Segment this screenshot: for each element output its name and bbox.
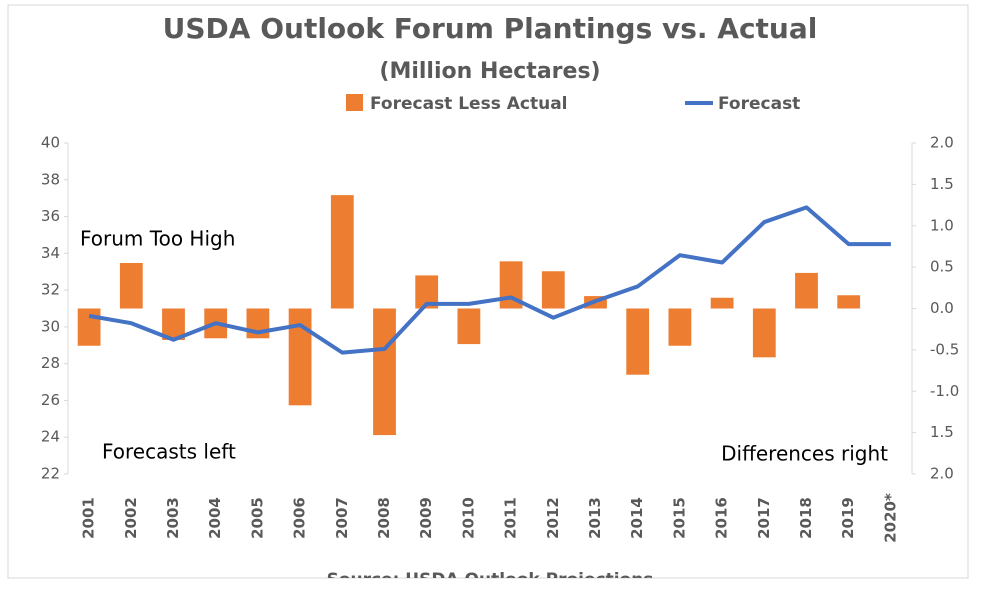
y2-tick-label: 0.5	[930, 258, 954, 276]
x-tick-label: 2005	[248, 497, 266, 539]
x-tick-label: 2020*	[881, 493, 899, 543]
x-tick-label: 2008	[375, 497, 393, 539]
x-tick-label: 2017	[755, 497, 773, 539]
bar	[373, 308, 396, 436]
y2-tick-label: 1.5	[930, 423, 954, 441]
y2-tick-label: 0.0	[930, 299, 954, 317]
y-tick-label: 30	[41, 317, 60, 335]
chart-title: USDA Outlook Forum Plantings vs. Actual	[163, 12, 818, 45]
bar	[795, 272, 818, 309]
bar	[668, 308, 692, 346]
y2-tick-label: 1.5	[930, 175, 954, 193]
y-tick-label: 40	[41, 134, 60, 152]
x-tick-label: 2019	[839, 497, 857, 539]
annotation: Differences right	[721, 442, 888, 466]
bar	[288, 308, 312, 406]
chart-subtitle: (Million Hectares)	[379, 59, 600, 84]
x-tick-label: 2012	[544, 497, 562, 539]
x-tick-label: 2003	[164, 497, 182, 539]
y2-tick-label: -0.5	[930, 340, 959, 358]
bar	[626, 308, 650, 375]
y-tick-label: 38	[41, 170, 60, 188]
y2-tick-label: 2.0	[930, 134, 954, 152]
bar	[330, 195, 354, 309]
x-tick-label: 2011	[502, 497, 520, 539]
x-tick-label: 2001	[80, 497, 98, 539]
legend-swatch	[346, 94, 363, 111]
y2-tick-label: -1.0	[930, 382, 959, 400]
bar	[119, 262, 143, 309]
bar	[162, 308, 185, 340]
y-tick-label: 36	[41, 207, 60, 225]
y-tick-label: 34	[41, 244, 60, 262]
y-tick-label: 22	[41, 465, 60, 483]
source: Source: USDA Outlook Projections	[327, 570, 654, 590]
x-tick-label: 2016	[713, 497, 731, 539]
y2-tick-label: 1.0	[930, 216, 954, 234]
line	[88, 205, 891, 355]
y-tick-label: 24	[41, 428, 60, 446]
x-tick-label: 2013	[586, 497, 604, 539]
bar	[415, 275, 439, 309]
y-tick-label: 26	[41, 391, 60, 409]
x-tick-label: 2004	[206, 497, 224, 539]
bar	[77, 308, 101, 346]
x-tick-label: 2014	[628, 497, 646, 539]
annotation: Forecasts left	[102, 440, 236, 464]
bar	[752, 308, 776, 358]
legend-label: Forecast Less Actual	[370, 94, 568, 114]
x-tick-label: 2010	[459, 497, 477, 539]
annotation: Forum Too High	[80, 227, 235, 251]
x-tick-label: 2018	[797, 497, 815, 539]
y2-tick-label: 2.0	[930, 465, 954, 483]
bar	[837, 295, 861, 309]
x-tick-label: 2007	[333, 497, 351, 539]
bar	[457, 308, 481, 345]
x-tick-label: 2006	[291, 497, 309, 539]
x-tick-label: 2015	[670, 497, 688, 539]
bar	[541, 271, 565, 309]
y-tick-label: 32	[41, 281, 60, 299]
legend-label: Forecast	[718, 94, 800, 114]
y-tick-label: 28	[41, 354, 60, 372]
chart-border	[7, 4, 969, 579]
bar	[710, 297, 734, 309]
x-tick-label: 2009	[417, 497, 435, 539]
x-tick-label: 2002	[122, 497, 140, 539]
